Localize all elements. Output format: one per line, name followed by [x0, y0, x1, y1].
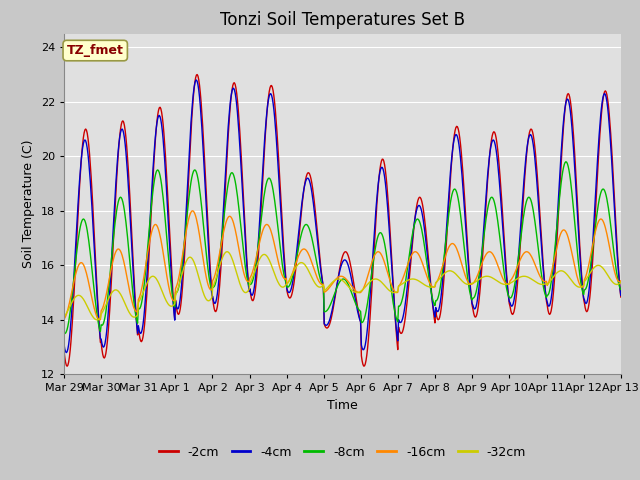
-32cm: [93, 317, 101, 323]
-2cm: [215, 291, 223, 297]
Title: Tonzi Soil Temperatures Set B: Tonzi Soil Temperatures Set B: [220, 11, 465, 29]
-32cm: [223, 249, 231, 254]
-16cm: [60, 316, 68, 322]
-2cm: [193, 72, 201, 77]
Line: -4cm: -4cm: [64, 80, 621, 353]
-4cm: [412, 212, 419, 217]
X-axis label: Time: Time: [327, 399, 358, 412]
Line: -32cm: -32cm: [64, 252, 621, 320]
-4cm: [617, 292, 625, 298]
-2cm: [617, 294, 625, 300]
-32cm: [128, 313, 136, 319]
-8cm: [60, 330, 68, 336]
-16cm: [617, 278, 625, 284]
Legend: -2cm, -4cm, -8cm, -16cm, -32cm: -2cm, -4cm, -8cm, -16cm, -32cm: [154, 441, 531, 464]
-32cm: [617, 279, 625, 285]
Text: TZ_fmet: TZ_fmet: [67, 44, 124, 57]
-8cm: [214, 266, 222, 272]
-16cm: [70, 278, 78, 284]
-4cm: [428, 295, 436, 300]
-16cm: [189, 208, 196, 214]
-2cm: [63, 363, 71, 369]
-4cm: [215, 276, 223, 282]
-8cm: [428, 289, 435, 295]
-4cm: [63, 350, 70, 356]
-16cm: [428, 283, 436, 289]
-2cm: [60, 348, 68, 353]
-8cm: [562, 159, 570, 165]
-32cm: [412, 276, 419, 282]
-4cm: [71, 257, 79, 263]
-8cm: [71, 266, 79, 272]
-4cm: [193, 77, 200, 83]
-32cm: [70, 296, 78, 301]
Line: -16cm: -16cm: [64, 211, 621, 320]
-2cm: [428, 294, 436, 300]
-2cm: [412, 210, 419, 216]
-16cm: [96, 317, 104, 323]
-4cm: [185, 159, 193, 165]
-8cm: [128, 283, 136, 289]
-2cm: [128, 239, 136, 244]
-32cm: [428, 284, 436, 290]
Line: -8cm: -8cm: [64, 162, 621, 334]
-16cm: [215, 254, 223, 260]
-32cm: [214, 268, 222, 274]
-4cm: [128, 251, 136, 257]
-4cm: [60, 341, 68, 347]
-2cm: [71, 275, 79, 281]
-16cm: [412, 249, 419, 254]
-32cm: [60, 314, 68, 320]
-8cm: [411, 220, 419, 226]
Line: -2cm: -2cm: [64, 74, 621, 366]
-8cm: [617, 287, 625, 292]
-8cm: [61, 331, 68, 336]
-32cm: [185, 255, 193, 261]
-16cm: [185, 216, 193, 222]
-8cm: [185, 197, 193, 203]
Y-axis label: Soil Temperature (C): Soil Temperature (C): [22, 140, 35, 268]
-2cm: [185, 172, 193, 178]
-16cm: [128, 300, 136, 305]
